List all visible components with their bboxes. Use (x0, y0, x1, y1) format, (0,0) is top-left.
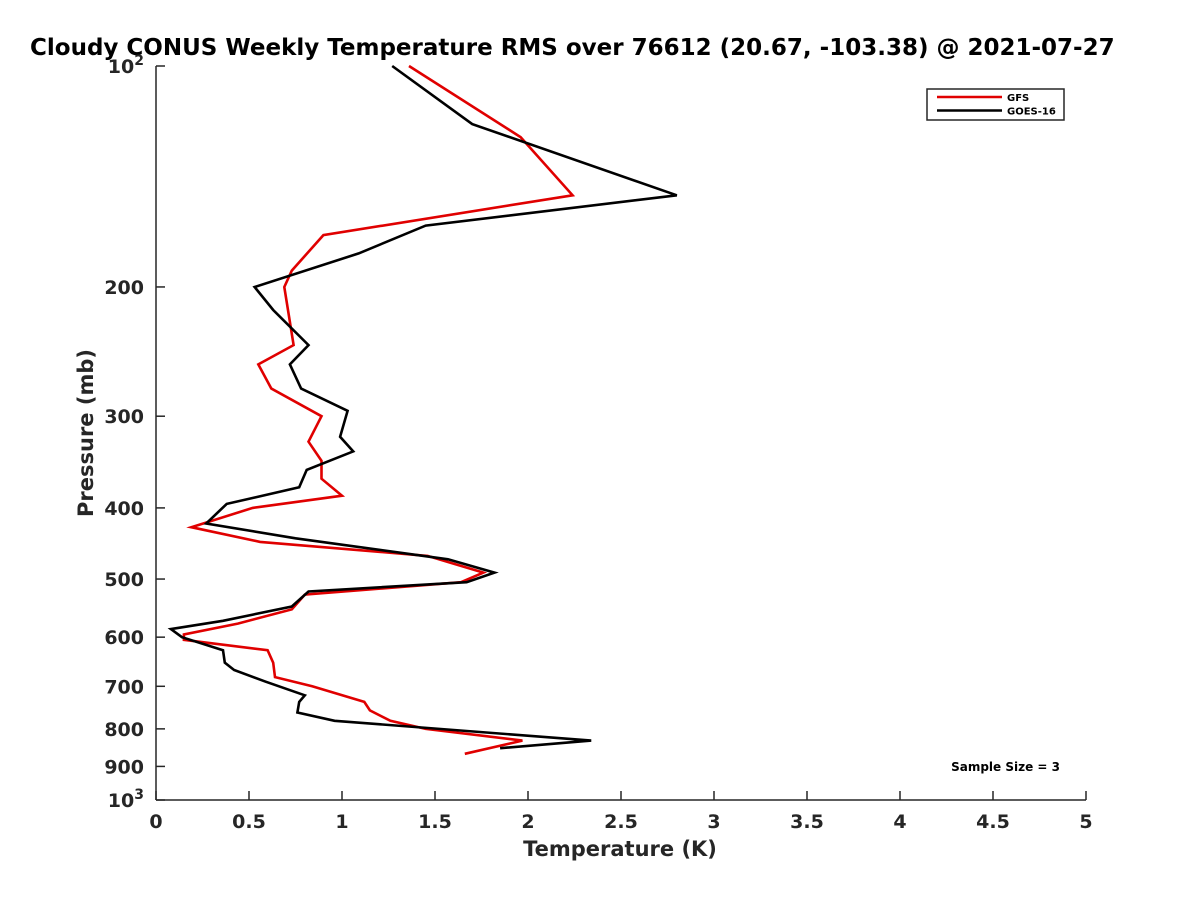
sample-size-annotation: Sample Size = 3 (951, 760, 1060, 774)
x-tick-label: 0.5 (232, 811, 266, 833)
legend-label-gfs: GFS (1007, 93, 1029, 104)
y-tick-label: 600 (104, 627, 144, 649)
y-tick-label: 200 (104, 277, 144, 299)
y-tick-label: 300 (104, 406, 144, 428)
x-tick-label: 2 (521, 811, 534, 833)
x-tick-label: 1 (335, 811, 348, 833)
y-tick-label: 800 (104, 719, 144, 741)
plot-area (167, 64, 678, 756)
x-tick-label: 2.5 (604, 811, 638, 833)
x-tick-label: 3 (707, 811, 720, 833)
y-tick-label: 103 (108, 787, 144, 812)
x-tick-label: 5 (1079, 811, 1092, 833)
x-tick-label: 3.5 (790, 811, 824, 833)
chart-title: Cloudy CONUS Weekly Temperature RMS over… (30, 35, 1115, 61)
x-axis-label: Temperature (K) (523, 837, 717, 861)
y-axis-label: Pressure (mb) (74, 349, 98, 517)
y-tick-label: 400 (104, 498, 144, 520)
legend-label-goes-16: GOES-16 (1007, 107, 1056, 118)
x-tick-label: 4.5 (976, 811, 1010, 833)
x-tick-label: 1.5 (418, 811, 452, 833)
series-line-gfs (182, 64, 576, 756)
axes: 0 0.5 1 1.5 2 2.5 3 3.5 4 4.5 5 102 200 300 400 500 600 7… (104, 53, 1092, 833)
y-tick-label: 500 (104, 569, 144, 591)
y-tick-label: 700 (104, 676, 144, 698)
y-tick-label: 900 (104, 756, 144, 778)
legend: GFS GOES-16 (926, 88, 1065, 121)
series-line-goes-16 (167, 64, 678, 750)
y-tick-label: 102 (108, 53, 144, 78)
x-tick-label: 0 (149, 811, 162, 833)
legend-box (926, 88, 1065, 121)
x-tick-label: 4 (893, 811, 906, 833)
